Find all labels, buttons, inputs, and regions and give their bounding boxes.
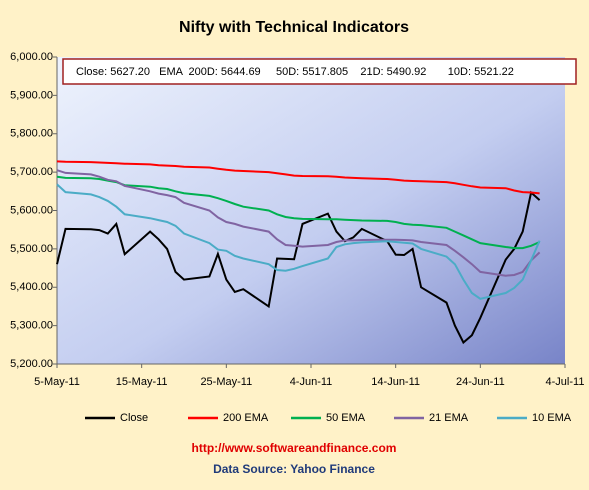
y-tick-label: 5,800.00 bbox=[10, 128, 53, 140]
x-tick-label: 15-May-11 bbox=[116, 376, 168, 388]
legend-label: Close bbox=[120, 412, 148, 424]
x-tick-label: 4-Jun-11 bbox=[290, 376, 333, 388]
y-tick-label: 5,400.00 bbox=[10, 281, 53, 293]
series-line bbox=[56, 183, 541, 300]
series-line bbox=[56, 190, 541, 345]
x-tick-label: 5-May-11 bbox=[34, 376, 80, 388]
annotation: Close: 5627.20 EMA 200D: 5644.69 50D: 55… bbox=[76, 66, 514, 78]
series-line bbox=[56, 160, 540, 195]
chart-title: Nifty with Technical Indicators bbox=[179, 19, 409, 36]
y-tick-label: 5,300.00 bbox=[10, 320, 53, 332]
y-tick-label: 5,500.00 bbox=[10, 243, 53, 255]
legend-label: 10 EMA bbox=[532, 412, 572, 424]
annotation-box bbox=[62, 58, 577, 85]
x-tick-label: 14-Jun-11 bbox=[371, 376, 420, 388]
legend-label: 200 EMA bbox=[223, 412, 269, 424]
y-tick-label: 5,900.00 bbox=[10, 89, 53, 101]
y-tick-label: 6,000.00 bbox=[10, 51, 53, 63]
legend-label: 21 EMA bbox=[429, 412, 469, 424]
legend-label: 50 EMA bbox=[326, 412, 366, 424]
x-tick-label: 24-Jun-11 bbox=[456, 376, 505, 388]
x-tick-label: 25-May-11 bbox=[200, 376, 252, 388]
series-line bbox=[56, 169, 541, 277]
y-tick-label: 5,700.00 bbox=[10, 166, 53, 178]
y-tick-label: 5,200.00 bbox=[10, 358, 53, 370]
x-tick-label: 4-Jul-11 bbox=[546, 376, 585, 388]
source: Data Source: Yahoo Finance bbox=[213, 462, 375, 476]
series-line bbox=[56, 175, 541, 250]
plot-area bbox=[57, 57, 565, 364]
footer: http://www.softwareandfinance.com bbox=[192, 441, 397, 455]
y-tick-label: 5,600.00 bbox=[10, 204, 53, 216]
